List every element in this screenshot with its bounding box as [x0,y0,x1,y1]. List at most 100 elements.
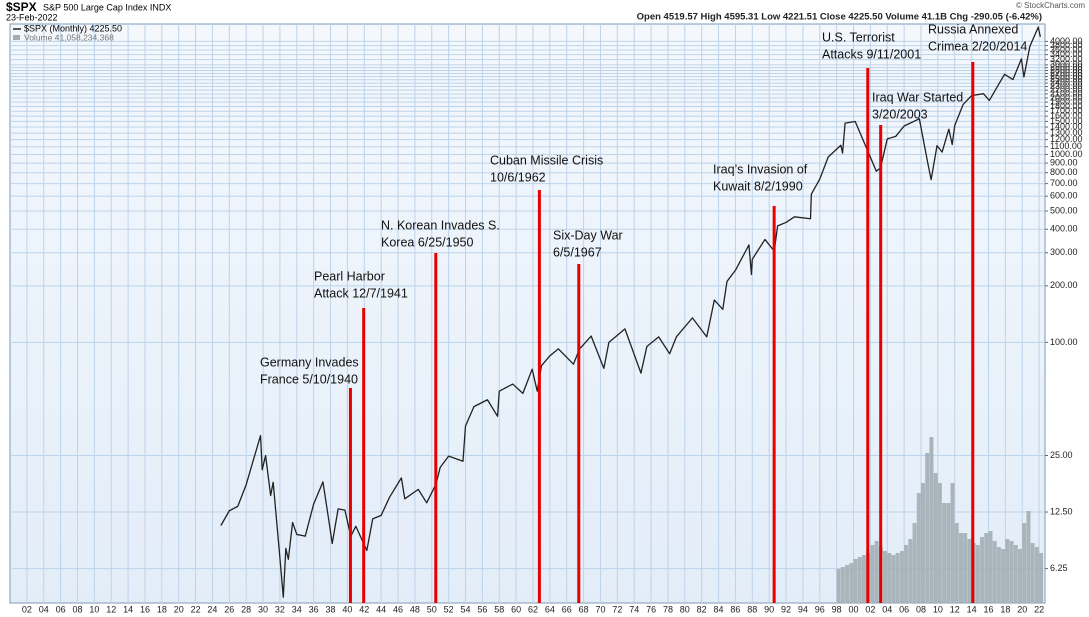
event-label: Iraq’s Invasion of [713,162,808,176]
quote: Open 4519.57 High 4595.31 Low 4221.51 Cl… [637,12,1042,23]
y-tick-label: 1800.00 [1050,101,1083,111]
y-tick-label: 6.25 [1050,563,1068,573]
y-tick-label: 2200.00 [1050,85,1083,95]
y-tick-label: 1600.00 [1050,111,1083,121]
volume-bar [996,547,1001,603]
event-label: Crimea 2/20/2014 [928,39,1027,53]
plot-area [9,23,1046,604]
date: 23-Feb-2022 [6,12,58,22]
x-tick-label: 82 [697,604,707,614]
volume-bar [958,533,963,603]
y-tick-label: 25.00 [1050,450,1073,460]
x-tick-label: 52 [444,604,454,614]
x-tick-label: 26 [224,604,234,614]
x-tick-label: 98 [832,604,842,614]
x-tick-label: 40 [342,604,352,614]
y-tick-label: 2700.00 [1050,68,1083,78]
x-tick-label: 46 [393,604,403,614]
x-tick-label: 62 [528,604,538,614]
volume-bar [899,551,904,603]
x-tick-label: 12 [950,604,960,614]
x-tick-label: 66 [562,604,572,614]
y-tick-label: 3400.00 [1050,49,1083,59]
volume-bar [916,493,921,603]
y-tick-label: 600.00 [1050,191,1078,201]
volume-bar [946,503,951,603]
x-tick-label: 16 [983,604,993,614]
volume-bar [840,567,845,603]
volume-bar [874,541,879,603]
x-tick-label: 22 [191,604,201,614]
event-label: Kuwait 8/2/1990 [713,179,803,193]
event-label: Six-Day War [553,228,623,242]
x-tick-label: 02 [865,604,875,614]
index-name: S&P 500 Large Cap Index INDX [43,2,171,12]
volume-bar [967,539,972,603]
y-tick-label: 2800.00 [1050,65,1083,75]
x-tick-label: 04 [39,604,49,614]
volume-bar [887,553,892,603]
x-tick-label: 20 [174,604,184,614]
legend-volume: Volume 41,058,234,368 [24,32,114,42]
event-label: 10/6/1962 [490,170,546,184]
x-tick-label: 08 [916,604,926,614]
x-tick-label: 58 [494,604,504,614]
price-line [220,26,1041,598]
x-tick-label: 76 [646,604,656,614]
event-label: France 5/10/1940 [260,372,358,386]
volume-bar [845,565,850,603]
volume-bar [963,533,968,603]
x-tick-label: 30 [258,604,268,614]
x-tick-label: 34 [292,604,302,614]
y-tick-label: 1900.00 [1050,97,1083,107]
volume-bar [954,523,959,603]
x-tick-label: 12 [106,604,116,614]
legend-price: $SPX (Monthly) 4225.50 [24,23,122,33]
x-tick-label: 60 [511,604,521,614]
volume-bar [929,437,934,603]
legend-volume-swatch [13,35,20,40]
y-tick-label: 1000.00 [1050,149,1083,159]
y-tick-label: 2300.00 [1050,81,1083,91]
event-label: Pearl Harbor [314,269,385,283]
x-tick-label: 84 [714,604,724,614]
y-tick-label: 1100.00 [1050,141,1082,151]
y-tick-label: 12.50 [1050,506,1073,516]
x-tick-label: 04 [882,604,892,614]
x-tick-label: 14 [967,604,977,614]
volume-bar [908,539,913,603]
x-tick-label: 72 [612,604,622,614]
event-label: Cuban Missile Crisis [490,153,603,167]
y-tick-label: 100.00 [1050,337,1078,347]
volume-bar [1034,547,1039,603]
y-tick-label: 1500.00 [1050,116,1083,126]
event-label: Russia Annexed [928,22,1018,36]
volume-bar [950,483,955,603]
y-tick-label: 4000.00 [1050,36,1083,46]
volume-bar [1005,539,1010,603]
volume-bar [883,551,888,603]
event-label: Attack 12/7/1941 [314,286,408,300]
x-tick-label: 48 [410,604,420,614]
x-tick-label: 96 [815,604,825,614]
volume-bar [853,559,858,603]
x-tick-label: 64 [545,604,555,614]
x-tick-label: 20 [1017,604,1027,614]
volume-bar [942,503,947,603]
y-tick-label: 500.00 [1050,205,1078,215]
volume-bar [857,557,862,603]
x-tick-label: 36 [309,604,319,614]
volume-bar [861,555,866,603]
volume-bar [1001,549,1006,603]
volume-bar [925,453,930,603]
event-label: 3/20/2003 [872,107,928,121]
x-tick-label: 02 [22,604,32,614]
y-tick-label: 800.00 [1050,167,1078,177]
volume-bar [895,553,900,603]
credit: © StockCharts.com [1016,1,1085,10]
volume-bar [1026,511,1031,603]
y-tick-label: 2900.00 [1050,62,1083,72]
volume-bar [1009,541,1014,603]
